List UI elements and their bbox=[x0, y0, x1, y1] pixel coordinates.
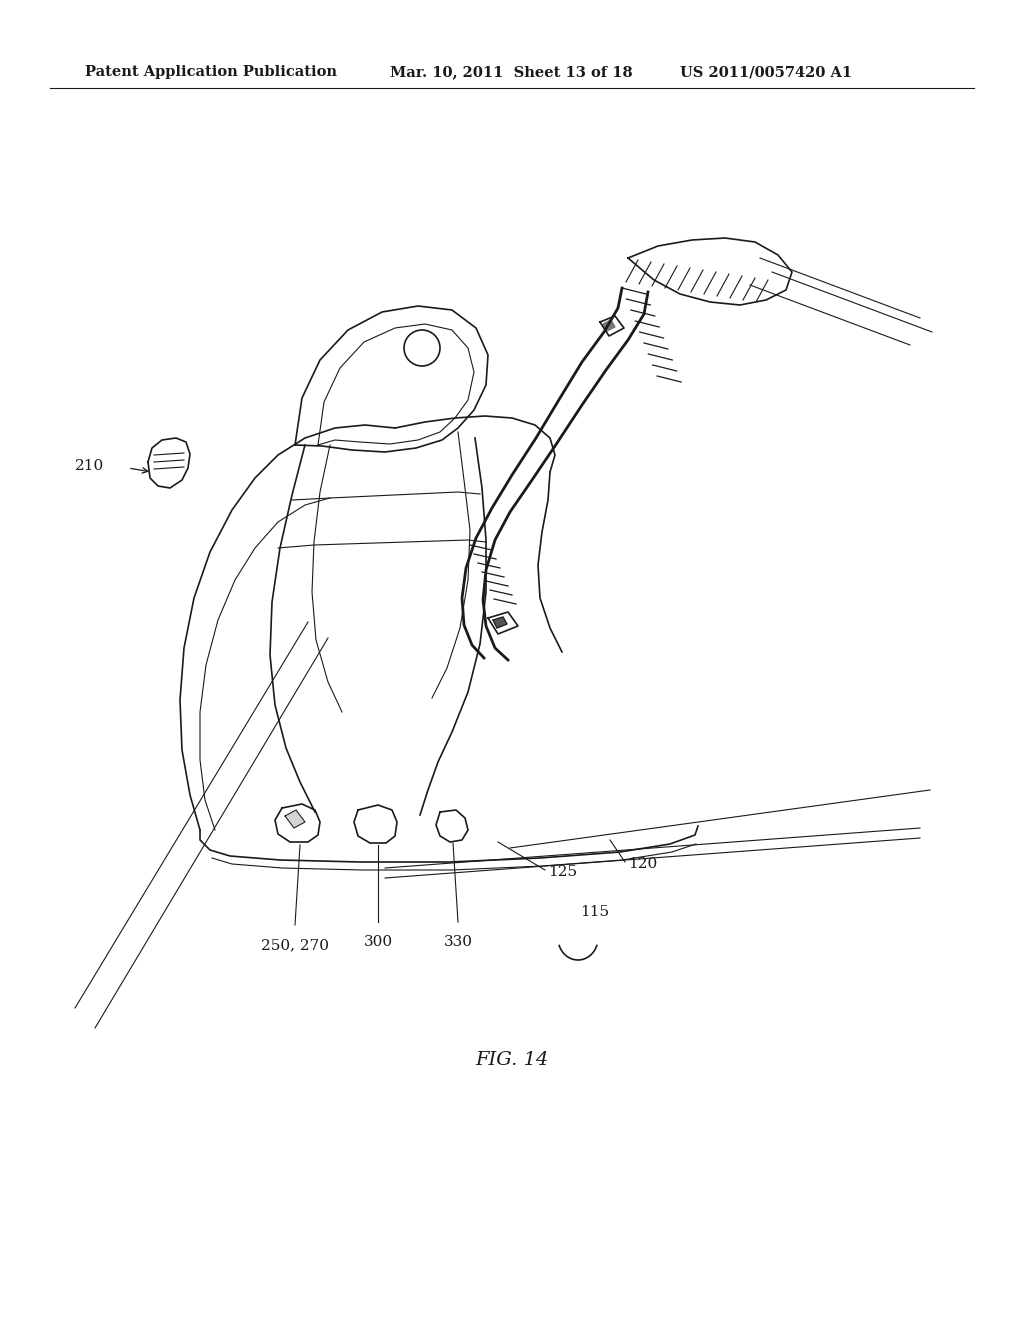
Text: 115: 115 bbox=[580, 906, 609, 919]
Text: 250, 270: 250, 270 bbox=[261, 939, 329, 952]
Text: Patent Application Publication: Patent Application Publication bbox=[85, 65, 337, 79]
Text: US 2011/0057420 A1: US 2011/0057420 A1 bbox=[680, 65, 852, 79]
Text: FIG. 14: FIG. 14 bbox=[475, 1051, 549, 1069]
Text: Mar. 10, 2011  Sheet 13 of 18: Mar. 10, 2011 Sheet 13 of 18 bbox=[390, 65, 633, 79]
Text: 120: 120 bbox=[628, 857, 657, 871]
Polygon shape bbox=[493, 616, 507, 628]
Polygon shape bbox=[285, 810, 305, 828]
Text: 210: 210 bbox=[75, 459, 104, 473]
Text: 330: 330 bbox=[443, 935, 472, 949]
Polygon shape bbox=[603, 319, 615, 331]
Text: 300: 300 bbox=[364, 935, 392, 949]
Text: 125: 125 bbox=[548, 865, 578, 879]
